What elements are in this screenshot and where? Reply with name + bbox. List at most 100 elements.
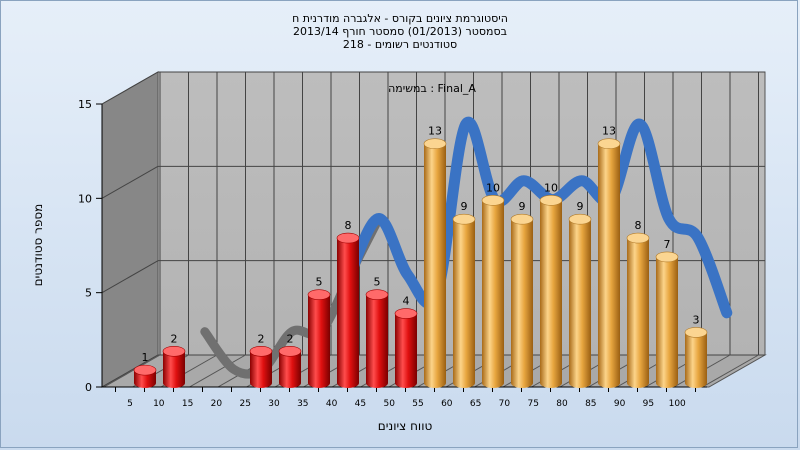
bar-body <box>163 351 185 383</box>
bar-value-label: 9 <box>577 200 584 213</box>
x-tick-label: 80 <box>556 399 568 409</box>
x-tick-label: 35 <box>297 399 308 409</box>
bar-body <box>656 256 678 383</box>
chart-left-wall <box>101 71 159 388</box>
bar-body <box>598 143 620 383</box>
chart-title-line-2: בסמסטר (01/2013) סמסטר חורף 2013/14 <box>293 25 507 38</box>
bar <box>394 308 418 388</box>
bar-value-label: 9 <box>461 200 468 213</box>
gridline-side <box>101 165 159 199</box>
y-axis-title: מספר סטודנטים <box>31 204 45 287</box>
bar-body <box>453 219 475 383</box>
gridline-side <box>101 354 159 388</box>
bar-base <box>627 378 649 388</box>
bar-base <box>279 378 301 388</box>
trend-line-path <box>344 116 733 319</box>
bar-top <box>597 138 621 150</box>
bar-base <box>453 378 475 388</box>
floor-gridline <box>702 354 759 388</box>
bar-body <box>395 313 417 383</box>
x-tick-label: 85 <box>585 399 596 409</box>
x-tick-label: 100 <box>669 399 686 409</box>
x-tick-label: 75 <box>527 399 538 409</box>
bar <box>655 251 679 388</box>
bar-top <box>452 213 476 225</box>
x-axis-title: טווח ציונים <box>378 419 433 433</box>
bar-base <box>540 378 562 388</box>
bar-base <box>598 378 620 388</box>
bar-body <box>685 332 707 383</box>
bar-base <box>569 378 591 388</box>
y-tick-label: 15 <box>78 98 92 111</box>
bar <box>626 232 650 388</box>
x-tick-label: 65 <box>470 399 481 409</box>
bar-body <box>337 238 359 383</box>
bar <box>423 138 447 388</box>
bar-value-label: 5 <box>374 276 381 289</box>
labels: 1 2 2 2 5 8 5 4 13 9 10 9 10 9 13 8 7 3 <box>142 125 700 364</box>
bar-top <box>510 213 534 225</box>
bar-body <box>482 200 504 383</box>
x-tick-label: 5 <box>127 399 133 409</box>
bar-base <box>395 378 417 388</box>
x-tick-label: 70 <box>499 399 511 409</box>
bar <box>249 345 273 388</box>
series-label: במשימה : Final_A <box>388 82 476 95</box>
bar-value-label: 2 <box>258 332 265 345</box>
gridline-side <box>101 71 159 105</box>
bar-top <box>423 138 447 150</box>
bars <box>133 138 708 388</box>
bar-top <box>162 345 186 357</box>
bar-value-label: 7 <box>664 238 671 251</box>
bar-body <box>250 351 272 383</box>
bar <box>510 213 534 388</box>
x-tick-label: 25 <box>239 399 250 409</box>
bar <box>162 345 186 388</box>
bar-base <box>308 378 330 388</box>
bar-body <box>279 351 301 383</box>
bar <box>597 138 621 388</box>
bar-body <box>366 294 388 383</box>
x-tick-label: 40 <box>326 399 338 409</box>
bar-value-label: 3 <box>693 313 700 326</box>
bar-top <box>278 345 302 357</box>
bar <box>133 364 157 388</box>
bar-body <box>424 143 446 383</box>
bar-base <box>482 378 504 388</box>
floor-gridline <box>189 354 246 388</box>
bar-top <box>655 251 679 263</box>
bar-base <box>163 378 185 388</box>
bar-value-label: 13 <box>602 125 616 138</box>
bar <box>336 232 360 388</box>
bar <box>684 327 708 388</box>
bar-value-label: 10 <box>544 181 558 194</box>
bar-body <box>511 219 533 383</box>
bar-top <box>249 345 273 357</box>
x-tick-label: 15 <box>182 399 193 409</box>
bar-base <box>134 378 156 388</box>
y-tick-label: 5 <box>85 287 92 300</box>
x-tick-label: 90 <box>614 399 626 409</box>
y-tick-label: 0 <box>85 381 92 394</box>
bar-base <box>366 378 388 388</box>
bar-top <box>626 232 650 244</box>
floor-gridline <box>103 354 161 388</box>
bar <box>278 345 302 388</box>
bar <box>365 289 389 388</box>
bar-top <box>481 195 505 206</box>
bar-top <box>365 289 389 300</box>
x-tick-label: 60 <box>441 399 453 409</box>
bar-top <box>394 308 418 319</box>
x-tick-label: 20 <box>211 399 223 409</box>
x-tick-label: 50 <box>383 399 395 409</box>
bar-top <box>336 232 360 244</box>
bar-value-label: 1 <box>142 351 149 364</box>
bar-value-label: 8 <box>635 219 642 232</box>
bar-top <box>568 213 592 225</box>
bar <box>452 213 476 388</box>
bar-value-label: 8 <box>345 219 352 232</box>
bar-top <box>307 289 331 300</box>
